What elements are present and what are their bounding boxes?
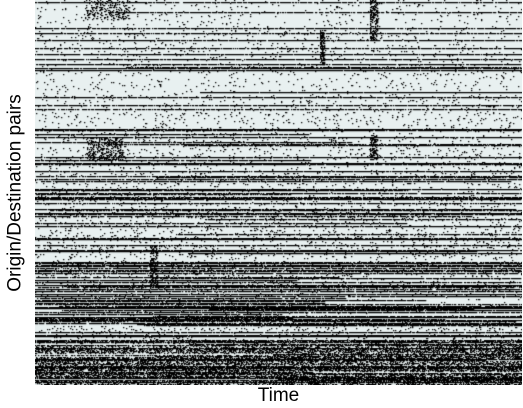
od-occupancy-heatmap (35, 0, 522, 385)
x-axis-label: Time (257, 385, 300, 406)
y-axis-label-wrapper: Origin/Destination pairs (1, 88, 31, 298)
y-axis-label: Origin/Destination pairs (5, 94, 27, 292)
plot-area (35, 0, 522, 385)
